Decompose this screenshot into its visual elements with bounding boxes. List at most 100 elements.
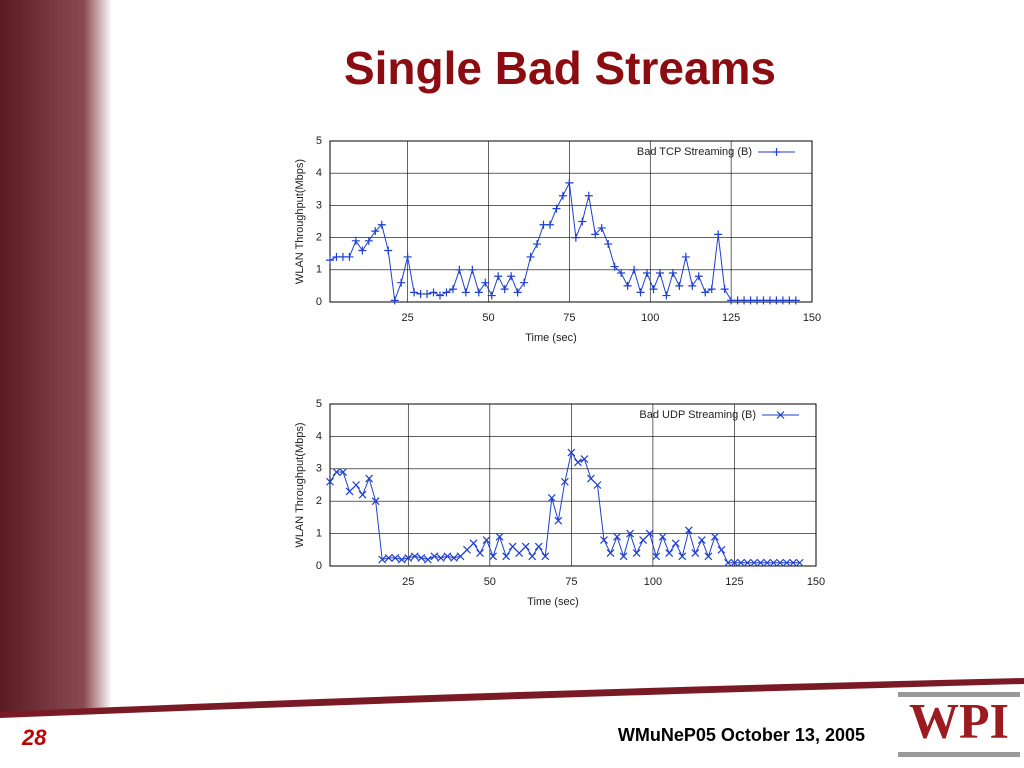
data-point xyxy=(502,552,511,561)
x-tick-label: 125 xyxy=(725,576,743,588)
data-point xyxy=(390,296,399,305)
y-axis-label: WLAN Throughput(Mbps) xyxy=(294,159,306,284)
data-point xyxy=(691,549,700,557)
data-point xyxy=(345,252,354,261)
data-point xyxy=(326,256,334,265)
data-point xyxy=(463,545,471,554)
plot-area xyxy=(329,403,817,567)
data-point xyxy=(345,487,354,496)
data-point xyxy=(339,468,347,476)
data-point xyxy=(795,558,804,567)
data-point xyxy=(450,553,458,562)
x-tick-label: 150 xyxy=(807,576,825,588)
data-point xyxy=(371,227,380,236)
x-tick-label: 50 xyxy=(484,576,496,588)
data-point xyxy=(678,552,687,561)
data-point xyxy=(707,285,716,294)
data-point xyxy=(332,468,341,476)
data-point xyxy=(377,220,386,229)
data-point xyxy=(558,191,567,200)
data-point xyxy=(456,552,465,561)
data-point xyxy=(701,288,710,297)
x-tick-label: 75 xyxy=(563,312,575,324)
plot-area xyxy=(329,140,813,303)
data-point xyxy=(469,539,478,548)
data-point xyxy=(482,536,491,545)
side-image xyxy=(0,0,112,712)
data-point xyxy=(351,236,360,245)
y-tick-label: 2 xyxy=(316,232,322,244)
logo: WPI xyxy=(909,692,1009,748)
data-point xyxy=(717,545,726,554)
data-point xyxy=(358,490,367,499)
data-point xyxy=(782,558,791,567)
data-point xyxy=(617,269,626,278)
data-point xyxy=(515,549,524,557)
x-tick-label: 100 xyxy=(641,312,659,324)
data-point xyxy=(600,536,608,545)
x-tick-label: 25 xyxy=(402,312,414,324)
data-point xyxy=(378,555,387,564)
legend-marker xyxy=(776,411,785,419)
data-point xyxy=(554,516,563,525)
y-tick-label: 5 xyxy=(316,398,322,410)
legend-marker xyxy=(772,148,781,156)
data-point xyxy=(681,252,690,261)
data-point xyxy=(578,217,587,226)
data-point xyxy=(714,230,723,239)
data-point xyxy=(443,552,452,561)
legend-label: Bad UDP Streaming (B) xyxy=(639,409,756,421)
data-point xyxy=(668,269,677,278)
data-point xyxy=(391,553,400,562)
data-point xyxy=(694,272,703,281)
data-point xyxy=(534,542,543,551)
x-tick-label: 50 xyxy=(482,312,494,324)
data-point xyxy=(384,246,393,255)
data-point xyxy=(597,223,606,232)
data-point xyxy=(643,269,652,278)
data-point xyxy=(571,233,580,242)
data-point xyxy=(508,542,517,551)
y-axis-label: WLAN Throughput(Mbps) xyxy=(294,422,306,547)
data-point xyxy=(410,552,419,561)
x-axis-label: Time (sec) xyxy=(525,332,577,344)
data-point xyxy=(541,552,550,561)
data-point xyxy=(720,285,729,294)
data-point xyxy=(384,553,393,562)
data-point xyxy=(455,265,464,274)
y-tick-label: 3 xyxy=(316,199,322,211)
data-point xyxy=(430,552,439,561)
data-point xyxy=(565,178,574,187)
data-point xyxy=(489,552,498,561)
data-point xyxy=(403,252,412,261)
data-point xyxy=(675,281,684,290)
data-point xyxy=(358,246,367,255)
data-point xyxy=(710,532,719,541)
data-point xyxy=(684,526,693,535)
y-tick-label: 4 xyxy=(316,430,322,442)
data-point xyxy=(671,539,680,548)
data-point xyxy=(326,477,334,486)
data-point xyxy=(652,552,661,561)
data-point xyxy=(442,288,451,297)
data-point xyxy=(737,558,745,567)
data-point xyxy=(365,474,374,483)
data-point xyxy=(639,536,648,545)
page-number: 28 xyxy=(21,725,47,750)
data-point xyxy=(417,553,426,562)
y-tick-label: 3 xyxy=(316,463,322,475)
data-point xyxy=(649,285,658,294)
data-point xyxy=(526,252,535,261)
x-tick-label: 100 xyxy=(644,576,662,588)
data-point xyxy=(604,240,613,249)
data-point xyxy=(364,236,373,245)
data-point xyxy=(619,552,628,561)
data-point xyxy=(552,204,561,213)
data-point xyxy=(533,240,542,249)
data-point xyxy=(545,220,554,229)
data-point xyxy=(662,291,671,300)
y-tick-label: 1 xyxy=(316,264,322,276)
data-point xyxy=(606,549,615,557)
